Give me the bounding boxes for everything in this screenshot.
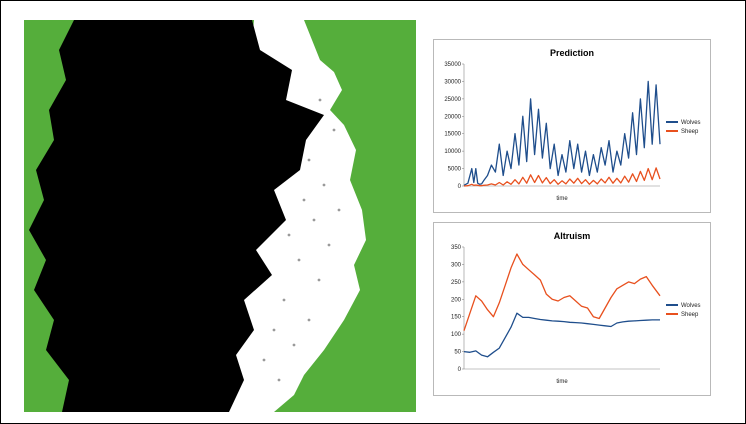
legend-label-wolves: Wolves [681, 303, 701, 309]
y-tick-label: 35000 [444, 62, 461, 68]
series-line-wolves [463, 80, 661, 186]
y-tick-label: 20000 [444, 114, 461, 120]
y-tick-label: 0 [458, 184, 462, 190]
x-axis-label: time [556, 196, 568, 202]
y-tick-label: 25000 [444, 97, 461, 103]
chart-title: Altruism [554, 231, 591, 241]
y-tick-label: 30000 [444, 79, 461, 85]
y-tick-label: 10000 [444, 149, 461, 155]
y-tick-label: 15000 [444, 132, 461, 138]
series-line-wolves [463, 312, 660, 358]
y-tick-label: 150 [451, 315, 462, 321]
prediction-chart: Prediction 0 5000 10000 15000 20000 25000 30000… [433, 39, 711, 213]
y-tick-label: 5000 [448, 167, 462, 173]
simulation-world [24, 20, 416, 412]
legend-label-sheep: Sheep [681, 129, 699, 135]
legend-label-wolves: Wolves [681, 120, 701, 126]
altruism-chart: Altruism 0 50 100 150 200 250 300 350 time Wolves S… [433, 222, 711, 396]
series-line-sheep [463, 253, 661, 331]
y-tick-label: 350 [451, 245, 462, 251]
y-tick-label: 50 [454, 350, 461, 356]
series-line-sheep [463, 167, 661, 187]
y-tick-label: 200 [451, 297, 462, 303]
y-tick-label: 250 [451, 280, 462, 286]
legend-label-sheep: Sheep [681, 312, 699, 318]
y-tick-label: 100 [451, 332, 462, 338]
wolves-region [29, 20, 324, 412]
chart-title: Prediction [550, 48, 594, 58]
y-tick-label: 300 [451, 262, 462, 268]
y-tick-label: 0 [458, 367, 462, 373]
x-axis-label: time [556, 379, 568, 385]
